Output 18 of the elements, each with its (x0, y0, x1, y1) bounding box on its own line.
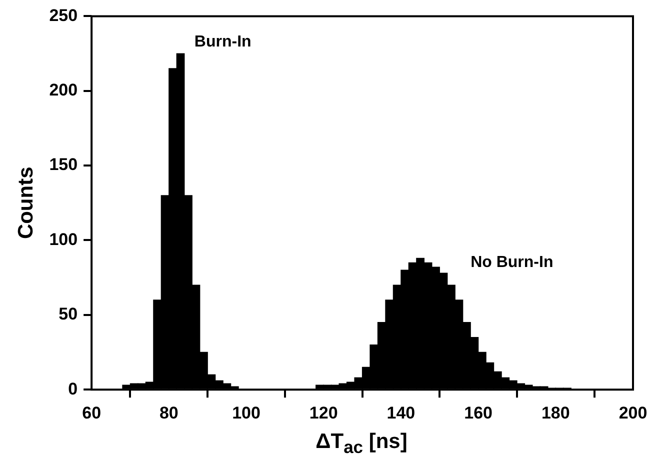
annotation: Burn-In (194, 34, 252, 51)
x-tick-label: 80 (159, 403, 178, 422)
y-tick-label: 250 (49, 6, 78, 25)
x-tick-label: 200 (618, 403, 648, 422)
y-tick-label: 50 (58, 304, 78, 324)
x-tick-label: 160 (464, 403, 492, 422)
x-tick-label: 140 (386, 403, 416, 422)
y-tick-label: 100 (49, 230, 78, 249)
x-tick-label: 100 (232, 403, 260, 422)
x-tick-label: 60 (82, 403, 102, 422)
y-tick-label: 200 (49, 80, 78, 100)
x-axis-title: ΔT$_{ac}$ [ns] (314, 430, 408, 458)
annotation: No Burn-In (470, 254, 554, 272)
x-tick-label: 180 (541, 403, 570, 422)
y-tick-label: 0 (68, 379, 78, 398)
x-tick-label: 120 (309, 403, 338, 422)
y-axis-title: Counts (14, 166, 38, 240)
y-tick-label: 150 (49, 155, 78, 174)
